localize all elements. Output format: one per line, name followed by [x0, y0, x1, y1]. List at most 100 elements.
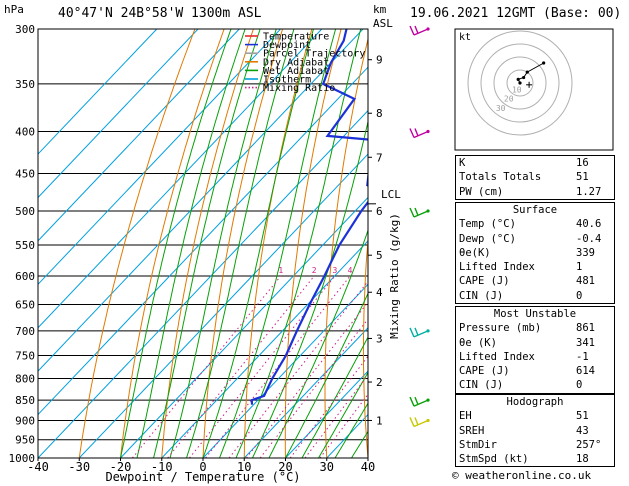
barb-flag: [409, 25, 415, 36]
mixing-ratio-label: 2: [312, 266, 317, 275]
pressure-tick-label: 700: [15, 325, 35, 338]
index-label: Totals Totals: [459, 171, 542, 184]
wet-adiabat: [318, 371, 368, 458]
isotherm: [78, 153, 368, 458]
profile-parcel-trajectory: [410, 29, 456, 405]
index-row: PW (cm) 1.27: [456, 185, 614, 199]
mixing-ratio-label: 16: [425, 266, 435, 275]
hodograph-ring: [493, 56, 547, 110]
height-tick-label: 7: [376, 151, 383, 164]
barb-dot: [426, 209, 430, 213]
wet-adiabat: [202, 29, 314, 458]
pressure-tick-label: 950: [15, 434, 35, 447]
barb-flag: [414, 25, 419, 34]
legend-label: Wet Adiabat: [263, 66, 329, 77]
surface-value: 1: [576, 261, 583, 274]
most-unstable-label: CIN (J): [459, 379, 504, 392]
most-unstable-title: Most Unstable: [493, 308, 577, 320]
height-tick-label: 3: [376, 332, 383, 345]
hodograph-point: [522, 75, 526, 80]
mixing-ratio-label: 6: [370, 266, 375, 275]
isotherm: [38, 29, 323, 329]
most-unstable-row: CAPE (J) 614: [456, 364, 614, 378]
barb-flag: [414, 128, 419, 137]
hodograph-index-row: StmSpd (kt) 18: [456, 452, 614, 466]
wind-barb: [409, 207, 430, 218]
pressure-tick-label: 800: [15, 372, 35, 385]
barb-flag: [409, 128, 415, 138]
hodograph-title: Hodograph: [506, 396, 564, 408]
hodograph-index-value: 43: [576, 424, 589, 437]
wet-adiabat: [252, 119, 368, 458]
isotherm: [38, 109, 368, 458]
height-tick-label: 2: [376, 376, 383, 389]
most-unstable-row: θe (K) 341: [456, 336, 614, 350]
barb-flag: [409, 207, 415, 218]
indices-top-panel: K 16 Totals Totals 51 PW (cm) 1.27: [455, 155, 615, 200]
barb-dot: [426, 418, 430, 423]
pressure-tick-label: 300: [15, 23, 35, 36]
hodograph-index-label: SREH: [459, 424, 485, 437]
barb-flag: [414, 417, 419, 426]
barb-dot: [426, 27, 430, 31]
mixing-ratio-label: 4: [348, 266, 353, 275]
hodograph-index-value: 257°: [576, 438, 602, 451]
surface-label: CAPE (J): [459, 275, 510, 288]
most-unstable-panel: Most Unstable Pressure (mb) 861 θe (K) 341 L…: [455, 306, 615, 394]
surface-row: CIN (J) 0: [456, 289, 614, 303]
most-unstable-label: θe (K): [459, 336, 497, 349]
wet-adiabat: [268, 228, 368, 458]
temperature-tick-label: 10: [237, 460, 251, 474]
hodograph-index-label: StmDir: [459, 438, 497, 451]
dry-adiabat: [401, 29, 429, 458]
barb-flag: [414, 207, 419, 216]
wet-adiabat: [120, 29, 232, 458]
surface-panel: Surface Temp (°C) 40.6 Dewp (°C) -0.4 θe(K) 3…: [455, 202, 615, 305]
hodograph-index-row: EH 51: [456, 409, 614, 423]
surface-title: Surface: [512, 204, 558, 216]
temperature-tick-label: 20: [278, 460, 292, 474]
surface-value: -0.4: [576, 232, 602, 245]
temperature-tick-label: -40: [27, 460, 49, 474]
legend-label: Dry Adiabat: [263, 57, 329, 68]
dry-adiabat: [202, 29, 284, 458]
wet-adiabat: [153, 29, 261, 458]
barb-shaft: [413, 28, 429, 36]
legend-label: Dewpoint: [263, 40, 311, 51]
index-label: PW (cm): [459, 185, 504, 198]
valid-datetime: 19.06.2021 12GMT (Base: 00): [410, 6, 622, 21]
mixing-ratio-line: [167, 275, 315, 458]
height-tick-label: 6: [376, 205, 383, 218]
isotherm: [243, 327, 368, 458]
most-unstable-label: Lifted Index: [459, 350, 535, 363]
barb-shaft: [413, 419, 429, 428]
hodograph-point: [525, 70, 529, 74]
pressure-tick-label: 350: [15, 78, 35, 91]
most-unstable-label: CAPE (J): [459, 365, 510, 378]
height-unit-label: km: [373, 3, 387, 16]
mixing-ratio-line: [205, 275, 351, 458]
legend-label: Temperature: [263, 32, 329, 43]
x-axis-label: Dewpoint / Temperature (°C): [105, 470, 300, 484]
mixing-ratio-line: [228, 280, 368, 458]
isotherm: [38, 29, 158, 155]
surface-row: CAPE (J) 481: [456, 274, 614, 288]
surface-row: Lifted Index 1: [456, 260, 614, 274]
hodograph-point: [516, 77, 520, 81]
temperature-tick-label: 40: [361, 460, 375, 474]
isotherm: [38, 29, 281, 286]
copyright: © weatheronline.co.uk: [452, 469, 592, 482]
surface-label: Temp (°C): [459, 218, 516, 231]
index-value: 1.27: [576, 185, 602, 198]
most-unstable-label: Pressure (mb): [459, 322, 542, 335]
surface-label: CIN (J): [459, 289, 504, 302]
mixing-ratio-label: 3: [332, 266, 337, 275]
isotherm: [285, 370, 368, 458]
isotherm: [38, 29, 240, 242]
mixing-ratio-line: [131, 275, 282, 458]
station-location: 40°47'N 24B°58'W 1300m ASL: [58, 6, 262, 21]
index-row: K 16: [456, 156, 614, 170]
dry-adiabat: [120, 29, 225, 458]
dry-adiabat: [243, 29, 313, 458]
